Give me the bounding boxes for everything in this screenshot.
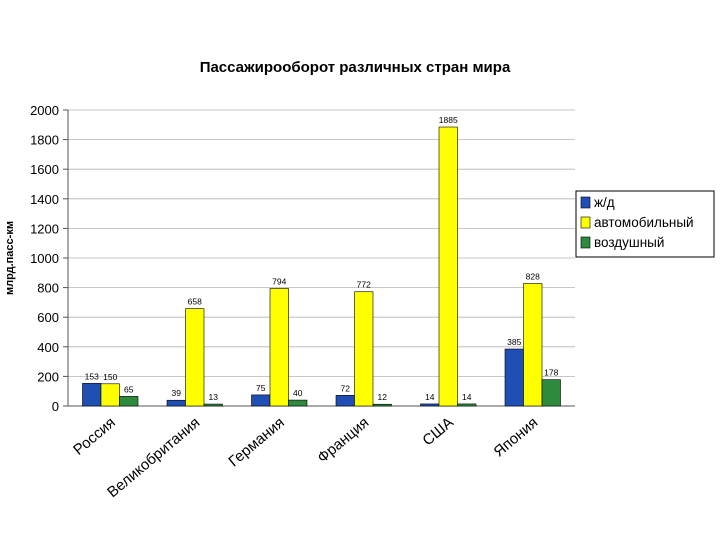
data-label: 13 <box>209 392 219 402</box>
y-tick-label: 1200 <box>30 221 59 236</box>
bar-rail-1 <box>166 399 186 407</box>
data-labels: 153 150 65 39 658 13 75 794 40 72 772 12 14 1885 14 385… <box>85 115 559 402</box>
x-tick-label: США <box>419 414 456 449</box>
bar-rail-4 <box>420 403 440 407</box>
bar-rail-0 <box>82 383 102 407</box>
x-tick-label: Россия <box>70 414 119 459</box>
legend-swatch <box>580 196 591 209</box>
legend-swatch <box>580 236 591 249</box>
data-label: 153 <box>85 371 99 381</box>
gridlines <box>67 109 575 407</box>
bar-auto-5 <box>523 283 543 407</box>
data-label: 75 <box>256 383 266 393</box>
y-tick-labels: 0 200 400 600 800 1000 1200 1400 1600 1800 2000 <box>30 103 68 414</box>
data-label: 385 <box>507 337 521 347</box>
bar-air-2 <box>288 399 308 407</box>
x-tick-label: Великобритания <box>104 414 203 501</box>
bar-air-1 <box>203 403 223 407</box>
bar-air-0 <box>119 396 139 407</box>
data-label: 40 <box>293 388 303 398</box>
legend-swatch <box>580 216 591 229</box>
bar-rail-3 <box>335 395 355 407</box>
y-tick-label: 800 <box>37 281 59 296</box>
y-tick-label: 0 <box>52 399 59 414</box>
data-label: 72 <box>341 383 351 393</box>
y-tick-label: 1400 <box>30 192 59 207</box>
x-tick-label: Германия <box>225 414 287 470</box>
y-tick-label: 1000 <box>30 251 59 266</box>
legend-label: автомобильный <box>594 215 694 230</box>
y-axis-label: млрд.пасс-км <box>4 221 16 295</box>
chart-title: Пассажирооборот различных стран мира <box>200 59 511 76</box>
data-label: 1885 <box>439 115 458 125</box>
bar-auto-2 <box>269 288 289 407</box>
data-label: 794 <box>272 276 286 286</box>
data-label: 178 <box>544 368 558 378</box>
legend-label: ж/д <box>594 195 615 210</box>
bar-air-5 <box>541 379 561 407</box>
y-tick-label: 1800 <box>30 133 59 148</box>
data-label: 39 <box>172 388 182 398</box>
bar-air-4 <box>457 403 477 407</box>
x-tick-label: Франция <box>314 414 372 467</box>
data-label: 65 <box>124 384 134 394</box>
x-tick-label: Япония <box>490 414 541 461</box>
data-label: 658 <box>188 297 202 307</box>
data-label: 14 <box>462 392 472 402</box>
legend-label: воздушный <box>594 235 664 250</box>
y-tick-label: 600 <box>37 310 59 325</box>
bars <box>82 126 561 407</box>
bar-rail-5 <box>504 348 524 407</box>
y-tick-label: 200 <box>37 369 59 384</box>
data-label: 150 <box>103 372 117 382</box>
data-label: 12 <box>378 392 388 402</box>
bar-rail-2 <box>251 394 271 407</box>
y-tick-label: 2000 <box>30 103 59 118</box>
y-tick-label: 400 <box>37 340 59 355</box>
bar-auto-4 <box>438 126 458 407</box>
data-label: 14 <box>425 392 435 402</box>
y-tick-label: 1600 <box>30 162 59 177</box>
data-label: 828 <box>526 271 540 281</box>
bar-air-3 <box>372 403 392 407</box>
bar-auto-3 <box>354 291 374 407</box>
legend: ж/д автомобильный воздушный <box>575 190 715 258</box>
legend-box <box>575 190 715 258</box>
bar-auto-1 <box>185 308 205 407</box>
bar-auto-0 <box>100 383 120 407</box>
data-label: 772 <box>357 280 371 290</box>
